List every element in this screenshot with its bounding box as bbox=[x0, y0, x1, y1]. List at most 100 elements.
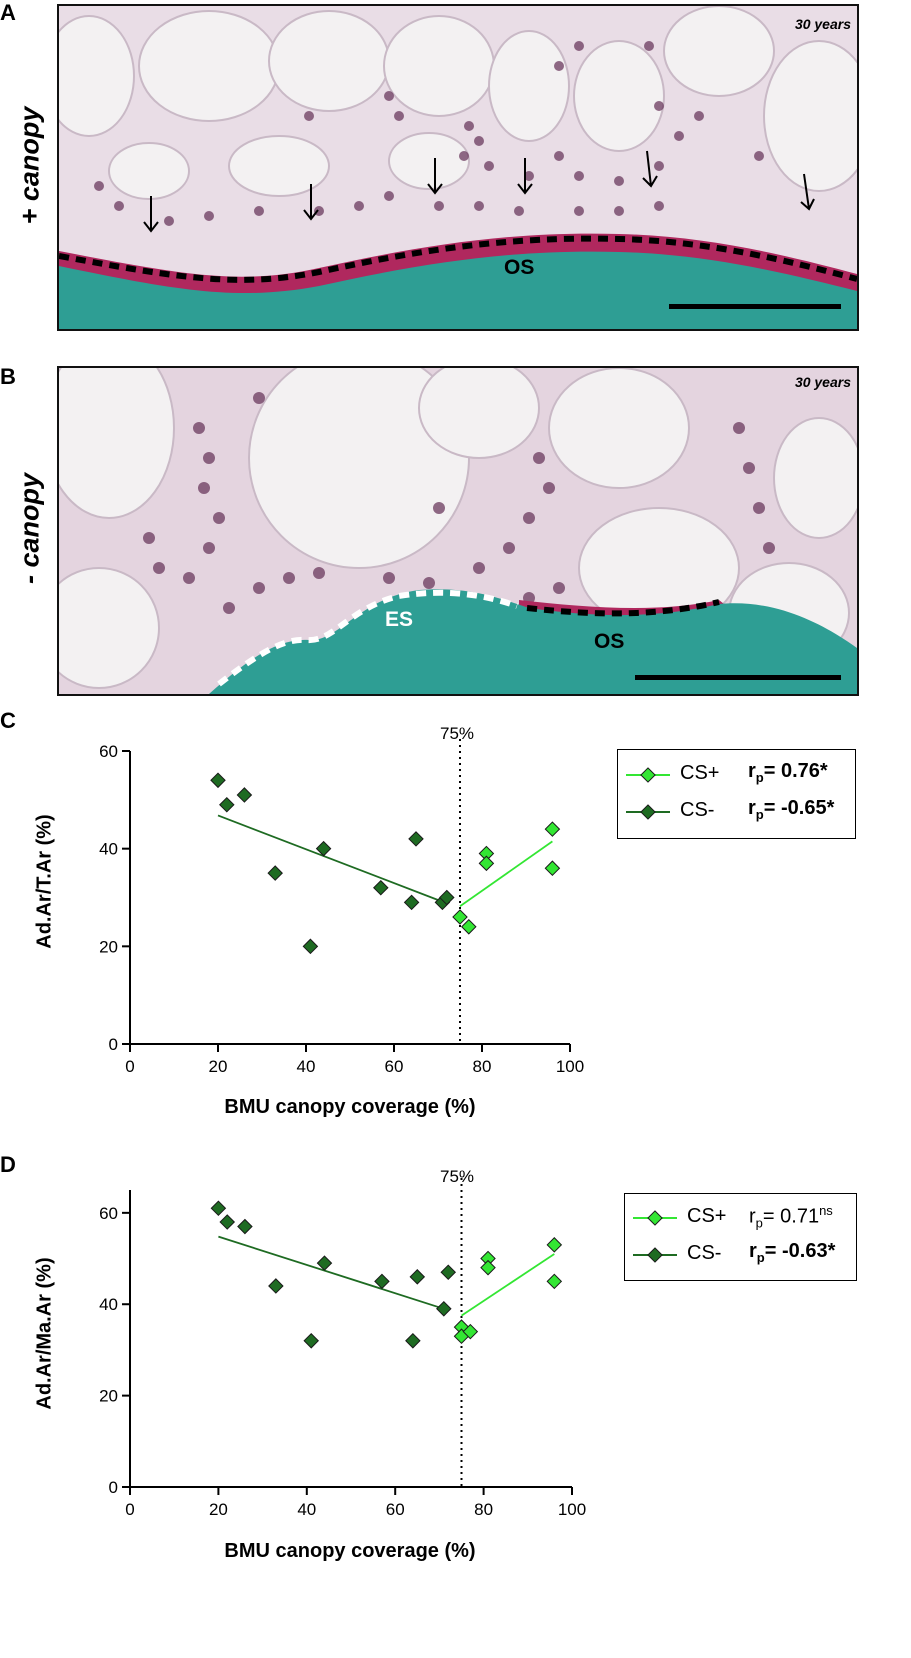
panel-letter-d: D bbox=[0, 1152, 16, 1177]
chart-c-fit-cs-plus bbox=[459, 840, 553, 908]
chart-c-point-cs-minus bbox=[267, 865, 283, 881]
legend-d: CS+ rp= 0.71ns CS- rp= -0.63* bbox=[624, 1193, 857, 1281]
chart-d-point-cs-minus bbox=[237, 1218, 253, 1235]
chart-d-point-cs-minus bbox=[440, 1264, 457, 1281]
chart-c-point-cs-plus bbox=[461, 919, 477, 935]
panel-letter-c: C bbox=[0, 708, 16, 733]
side-label-minus-canopy: - canopy bbox=[14, 472, 45, 585]
chart-d-ytick-label: 60 bbox=[99, 1204, 118, 1223]
chart-c-point-cs-minus bbox=[315, 840, 332, 857]
chart-d-point-cs-minus bbox=[316, 1255, 333, 1271]
chart-d-point-cs-plus bbox=[462, 1323, 479, 1340]
legend-c-cs-plus-r-sub: p bbox=[755, 770, 764, 785]
chart-d-point-cs-minus bbox=[210, 1200, 227, 1217]
chart-c-point-cs-plus bbox=[452, 909, 468, 925]
chart-d-ytick-label: 0 bbox=[109, 1478, 118, 1497]
micrograph-b: 30 years ES OS bbox=[57, 366, 859, 696]
legend-c-cs-plus-r-symbol: r bbox=[748, 760, 756, 782]
legend-d-cs-plus-r-value: = 0.71 bbox=[762, 1205, 820, 1228]
chart-c-point-cs-minus bbox=[302, 938, 319, 955]
legend-d-cs-minus-r-value: = -0.63* bbox=[764, 1240, 836, 1262]
legend-d-cs-minus-r-symbol: r bbox=[749, 1240, 757, 1262]
chart-c-xlabel: BMU canopy coverage (%) bbox=[224, 1096, 476, 1118]
legend-c-cs-minus-r-symbol: r bbox=[748, 797, 756, 819]
chart-d-point-cs-plus bbox=[480, 1259, 496, 1276]
chart-c-xtick-label: 80 bbox=[473, 1057, 492, 1076]
chart-d-xtick-label: 0 bbox=[125, 1500, 134, 1519]
chart-c-point-cs-minus bbox=[439, 889, 455, 906]
legend-c-cs-minus-r: rp= -0.65* bbox=[748, 797, 834, 822]
chart-c-point-cs-plus bbox=[478, 855, 495, 872]
chart-c-point-cs-plus bbox=[544, 860, 561, 876]
legend-c-cs-minus-r-sub: p bbox=[755, 807, 764, 822]
chart-d-point-cs-minus bbox=[409, 1269, 426, 1285]
panel-letter-b: B bbox=[0, 364, 16, 389]
chart-d-threshold-label: 75% bbox=[440, 1167, 475, 1186]
chart-c-ylabel: Ad.Ar/T.Ar (%) bbox=[33, 814, 56, 949]
legend-d-cs-plus-r-sup: ns bbox=[819, 1203, 833, 1218]
chart-d-point-cs-plus bbox=[546, 1273, 563, 1290]
chart-c-threshold-label: 75% bbox=[440, 724, 475, 743]
legend-d-cs-plus-r-symbol: r bbox=[749, 1205, 756, 1228]
chart-d: 0 20 40 60 0 20 40 60 80 100 bbox=[99, 1178, 586, 1519]
side-label-plus-canopy: + canopy bbox=[14, 106, 45, 225]
panel-letter-a: A bbox=[0, 0, 16, 25]
chart-c-xtick-label: 0 bbox=[125, 1057, 134, 1076]
chart-d-point-cs-minus bbox=[405, 1333, 421, 1349]
chart-d-point-cs-minus bbox=[268, 1278, 284, 1294]
chart-d-xtick-label: 20 bbox=[209, 1500, 228, 1519]
chart-d-ytick-label: 20 bbox=[99, 1387, 118, 1406]
legend-d-cs-minus-r: rp= -0.63* bbox=[749, 1240, 835, 1265]
chart-c-ytick-label: 40 bbox=[99, 840, 118, 859]
chart-c-xtick-label: 100 bbox=[556, 1057, 584, 1076]
chart-d-xtick-label: 80 bbox=[474, 1500, 493, 1519]
chart-c-fit-cs-minus bbox=[217, 814, 448, 905]
legend-c-cs-minus: CS- bbox=[680, 799, 715, 821]
legend-c-markers bbox=[626, 767, 670, 820]
chart-d-point-cs-minus bbox=[303, 1333, 319, 1349]
chart-d-xtick-label: 100 bbox=[558, 1500, 586, 1519]
chart-c-point-cs-minus bbox=[210, 772, 226, 789]
micrograph-b-image bbox=[59, 368, 857, 694]
chart-c-ytick-label: 0 bbox=[109, 1035, 118, 1054]
chart-c-xtick-label: 40 bbox=[297, 1057, 316, 1076]
chart-d-point-cs-plus bbox=[480, 1250, 496, 1267]
legend-c-cs-plus-r-value: = 0.76* bbox=[763, 760, 828, 782]
legend-d-cs-plus: CS+ bbox=[687, 1205, 727, 1227]
chart-c-point-cs-plus bbox=[544, 821, 561, 837]
chart-c: 0 20 40 60 0 20 40 60 80 100 bbox=[99, 739, 584, 1076]
chart-d-xtick-label: 40 bbox=[297, 1500, 316, 1519]
chart-d-ylabel: Ad.Ar/Ma.Ar (%) bbox=[33, 1257, 56, 1410]
es-label-b: ES bbox=[385, 608, 414, 631]
legend-d-markers bbox=[633, 1210, 677, 1263]
legend-c: CS+ rp= 0.76* CS- rp= -0.65* bbox=[617, 749, 856, 839]
chart-d-xtick-label: 60 bbox=[386, 1500, 405, 1519]
chart-c-point-cs-plus bbox=[478, 845, 495, 862]
chart-d-ytick-label: 40 bbox=[99, 1295, 118, 1314]
legend-d-cs-minus: CS- bbox=[687, 1242, 722, 1264]
chart-c-xtick-label: 60 bbox=[385, 1057, 404, 1076]
legend-d-cs-plus-r: rp= 0.71ns bbox=[749, 1203, 833, 1231]
chart-d-fit-cs-minus bbox=[218, 1235, 445, 1310]
chart-d-point-cs-minus bbox=[436, 1301, 452, 1317]
micrograph-a-image bbox=[59, 6, 857, 329]
chart-d-point-cs-plus bbox=[546, 1237, 563, 1253]
os-label-a: OS bbox=[504, 256, 535, 279]
chart-c-point-cs-minus bbox=[373, 879, 389, 896]
legend-d-cs-plus-r-sub: p bbox=[755, 1215, 763, 1231]
legend-c-cs-minus-r-value: = -0.65* bbox=[763, 797, 835, 819]
chart-c-point-cs-minus bbox=[408, 831, 424, 847]
chart-d-fit-cs-plus bbox=[461, 1253, 555, 1317]
legend-d-cs-minus-r-sub: p bbox=[756, 1250, 765, 1265]
age-label-b: 30 years bbox=[794, 374, 851, 390]
chart-c-xtick-label: 20 bbox=[209, 1057, 228, 1076]
legend-c-cs-plus-r: rp= 0.76* bbox=[748, 760, 828, 785]
legend-c-cs-plus: CS+ bbox=[680, 762, 720, 784]
chart-c-point-cs-minus bbox=[236, 787, 253, 803]
age-label-a: 30 years bbox=[794, 16, 851, 32]
os-label-b: OS bbox=[594, 630, 625, 653]
chart-c-ytick-label: 60 bbox=[99, 742, 118, 761]
chart-d-xlabel: BMU canopy coverage (%) bbox=[224, 1540, 476, 1562]
chart-d-point-cs-minus bbox=[219, 1214, 236, 1230]
chart-d-point-cs-minus bbox=[374, 1273, 390, 1290]
